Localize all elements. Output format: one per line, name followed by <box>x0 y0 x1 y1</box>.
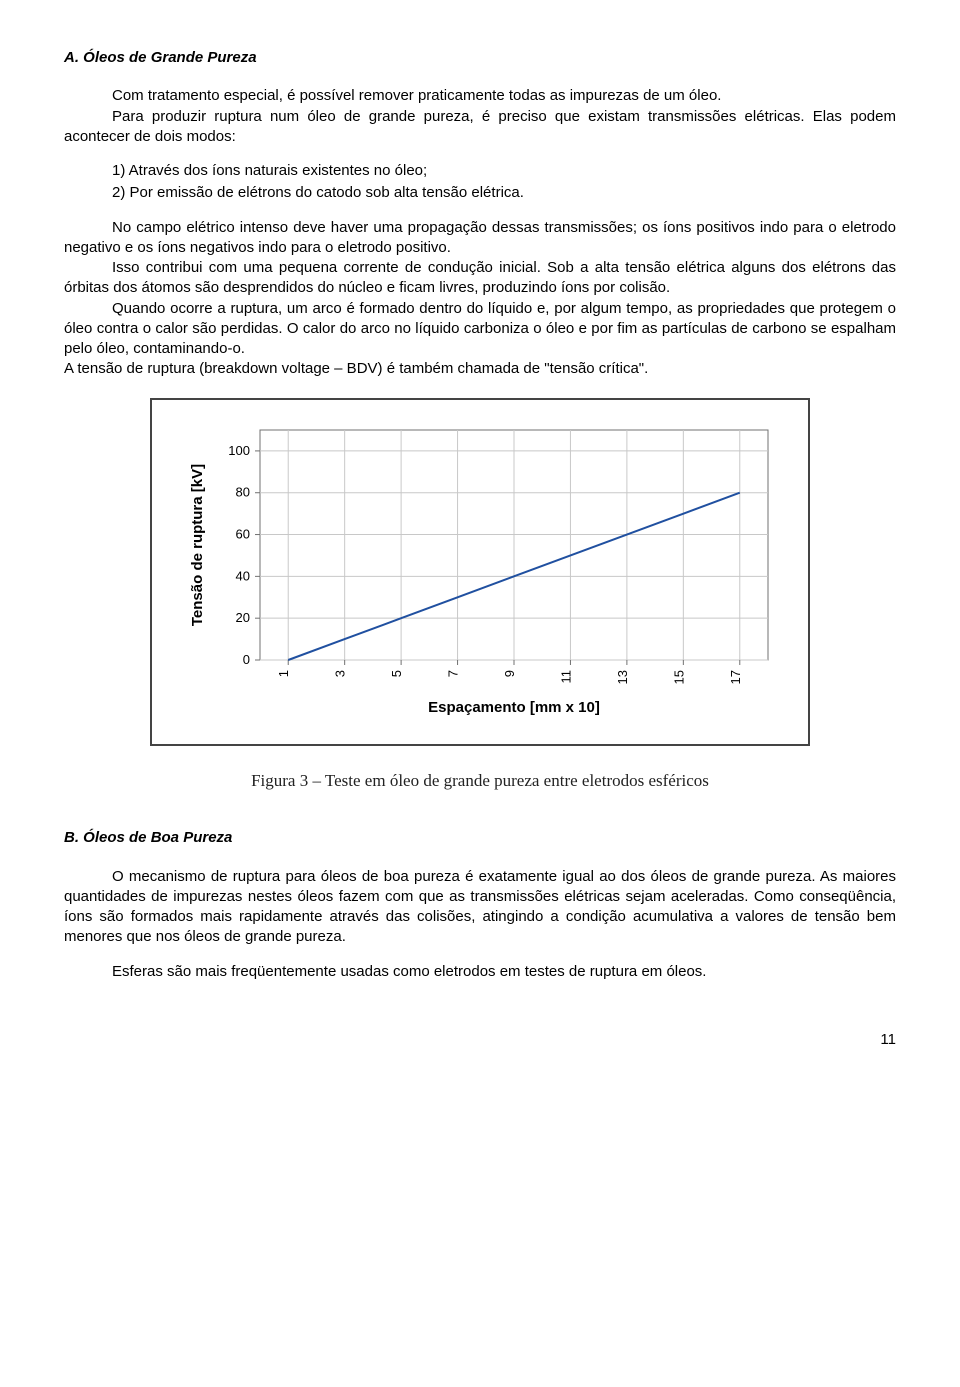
svg-text:7: 7 <box>446 670 461 677</box>
svg-text:1: 1 <box>276 670 291 677</box>
p-b2: Esferas são mais freqüentemente usadas c… <box>64 962 896 982</box>
page-number: 11 <box>64 1030 896 1050</box>
figure-3: 0204060801001357911131517Tensão de ruptu… <box>150 398 810 746</box>
p-a1a: Com tratamento especial, é possível remo… <box>64 86 896 106</box>
svg-text:0: 0 <box>243 652 250 667</box>
svg-text:15: 15 <box>671 670 686 684</box>
chart-container: 0204060801001357911131517Tensão de ruptu… <box>150 398 810 746</box>
breakdown-chart: 0204060801001357911131517Tensão de ruptu… <box>182 420 782 720</box>
section-b-heading: B. Óleos de Boa Pureza <box>64 828 896 848</box>
mode-list: 1) Através dos íons naturais existentes … <box>112 161 896 204</box>
svg-text:60: 60 <box>236 526 250 541</box>
svg-text:13: 13 <box>615 670 630 684</box>
section-a-heading: A. Óleos de Grande Pureza <box>64 48 896 68</box>
svg-text:80: 80 <box>236 484 250 499</box>
svg-text:17: 17 <box>728 670 743 684</box>
p-a1b: Para produzir ruptura num óleo de grande… <box>64 107 896 148</box>
svg-text:100: 100 <box>228 442 250 457</box>
section-b-body: O mecanismo de ruptura para óleos de boa… <box>64 867 896 948</box>
list-item-2: 2) Por emissão de elétrons do catodo sob… <box>112 183 896 203</box>
p-a5: A tensão de ruptura (breakdown voltage –… <box>64 359 896 379</box>
p-b1: O mecanismo de ruptura para óleos de boa… <box>64 867 896 948</box>
svg-text:20: 20 <box>236 610 250 625</box>
svg-text:Espaçamento [mm x 10]: Espaçamento [mm x 10] <box>428 699 600 716</box>
p-a2: No campo elétrico intenso deve haver uma… <box>64 218 896 259</box>
svg-text:11: 11 <box>558 670 573 684</box>
svg-text:5: 5 <box>389 670 404 677</box>
section-a-intro: Com tratamento especial, é possível remo… <box>64 86 896 147</box>
p-a4: Quando ocorre a ruptura, um arco é forma… <box>64 299 896 360</box>
list-item-1: 1) Através dos íons naturais existentes … <box>112 161 896 181</box>
section-b-body2: Esferas são mais freqüentemente usadas c… <box>64 962 896 982</box>
p-a3: Isso contribui com uma pequena corrente … <box>64 258 896 299</box>
section-a-body: No campo elétrico intenso deve haver uma… <box>64 218 896 380</box>
svg-text:Tensão de ruptura [kV]: Tensão de ruptura [kV] <box>189 463 206 625</box>
svg-text:9: 9 <box>502 670 517 677</box>
figure-caption: Figura 3 – Teste em óleo de grande purez… <box>64 770 896 793</box>
svg-text:3: 3 <box>333 670 348 677</box>
svg-text:40: 40 <box>236 568 250 583</box>
